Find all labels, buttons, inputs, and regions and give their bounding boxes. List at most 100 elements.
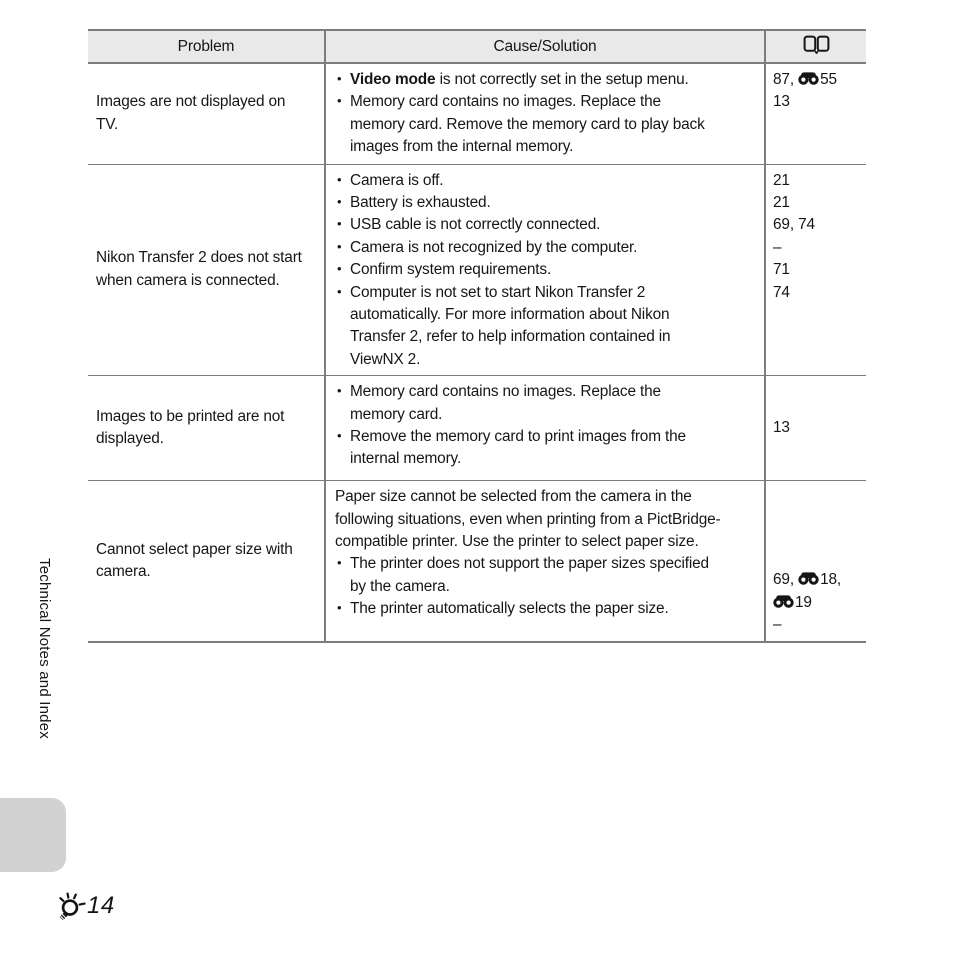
bullet-icon xyxy=(335,381,350,426)
bullet-text: The printer does not support the paper s… xyxy=(350,553,712,598)
text: 18, xyxy=(820,571,842,589)
page-ref-line: 21 xyxy=(773,192,863,214)
text: 21 xyxy=(773,171,790,189)
col-header-cause-solution: Cause/Solution xyxy=(324,29,765,64)
table-row: Cannot select paper size with camera. Pap… xyxy=(88,480,866,643)
page-ref-line: 69, 18, xyxy=(773,569,863,591)
bullet-text: The printer automatically selects the pa… xyxy=(350,598,669,620)
e-ref-icon xyxy=(798,71,820,88)
bullet-text: Camera is not recognized by the computer… xyxy=(350,237,637,259)
page-ref-line: 69, 74 xyxy=(773,214,863,236)
bullet-item: Computer is not set to start Nikon Trans… xyxy=(335,282,758,372)
text: USB cable is not correctly connected. xyxy=(350,216,601,234)
troubleshooting-table: Problem Cause/Solution Images are not di… xyxy=(88,29,866,643)
bullet-icon xyxy=(335,69,350,91)
page-ref-line: 13 xyxy=(773,417,863,439)
bullet-icon xyxy=(335,91,350,158)
text: Battery is exhausted. xyxy=(350,193,491,211)
text: 69, 74 xyxy=(773,216,815,234)
section-tab xyxy=(0,798,66,872)
table-row: Images to be printed are not displayed. M… xyxy=(88,375,866,482)
text: is not correctly set in the setup menu. xyxy=(435,71,689,88)
page-ref-line: – xyxy=(773,237,863,259)
problem-text: Images are not displayed on TV. xyxy=(96,93,286,133)
text: 13 xyxy=(773,419,790,437)
text: 13 xyxy=(773,93,790,111)
problem-cell: Cannot select paper size with camera. xyxy=(88,480,325,643)
cause-solution-cell: Memory card contains no images. Replace … xyxy=(324,375,765,482)
bullet-text: Computer is not set to start Nikon Trans… xyxy=(350,282,712,372)
text: The printer does not support the paper s… xyxy=(350,555,709,595)
text: Memory card contains no images. Replace … xyxy=(350,93,705,156)
table-row: Images are not displayed on TV. Video mod… xyxy=(88,63,866,165)
bullet-item: Remove the memory card to print images f… xyxy=(335,426,758,471)
bullet-icon xyxy=(335,426,350,471)
text: Paper size cannot be selected from the c… xyxy=(335,488,721,550)
text: The printer automatically selects the pa… xyxy=(350,600,669,618)
page-ref-line: 13 xyxy=(773,91,863,113)
table-row: Nikon Transfer 2 does not start when cam… xyxy=(88,164,866,377)
text: 71 xyxy=(773,261,790,279)
bullet-item: The printer does not support the paper s… xyxy=(335,553,758,598)
bullet-icon xyxy=(335,237,350,259)
page-ref-line: 21 xyxy=(773,170,863,192)
text: Memory card contains no images. Replace … xyxy=(350,383,661,423)
page-ref-cell: 21 21 69, 74 – 71 74 xyxy=(764,164,866,377)
page-ref-line: 87, 55 xyxy=(773,69,863,91)
text: 19 xyxy=(795,593,812,611)
bullet-text: Video mode is not correctly set in the s… xyxy=(350,69,689,91)
bullet-text: Memory card contains no images. Replace … xyxy=(350,381,712,426)
paragraph-text: Paper size cannot be selected from the c… xyxy=(335,486,727,553)
problem-cell: Images are not displayed on TV. xyxy=(88,63,325,165)
text: 21 xyxy=(773,193,790,211)
problem-text: Nikon Transfer 2 does not start when cam… xyxy=(96,249,302,289)
bullet-icon xyxy=(335,170,350,192)
bullet-icon xyxy=(335,259,350,281)
problem-cell: Nikon Transfer 2 does not start when cam… xyxy=(88,164,325,377)
cause-solution-cell: Video mode is not correctly set in the s… xyxy=(324,63,765,165)
table-body: Images are not displayed on TV. Video mod… xyxy=(88,63,866,643)
page-ref-line: 74 xyxy=(773,282,863,304)
bullet-icon xyxy=(335,598,350,620)
e-ref-icon xyxy=(773,594,795,611)
bullet-icon xyxy=(335,282,350,372)
bullet-text: Battery is exhausted. xyxy=(350,192,491,214)
bullet-item: Memory card contains no images. Replace … xyxy=(335,381,758,426)
bullet-icon xyxy=(335,553,350,598)
bold-text: Video mode xyxy=(350,71,436,88)
bullet-text: Memory card contains no images. Replace … xyxy=(350,91,712,158)
page-ref-cell: 13 xyxy=(764,375,866,482)
col-header-page-ref xyxy=(764,29,866,64)
text: – xyxy=(773,238,782,256)
bullet-text: Remove the memory card to print images f… xyxy=(350,426,712,471)
cause-solution-cell: Paper size cannot be selected from the c… xyxy=(324,480,765,643)
table-header-row: Problem Cause/Solution xyxy=(88,29,866,64)
bullet-item: Video mode is not correctly set in the s… xyxy=(335,69,758,91)
bullet-item: The printer automatically selects the pa… xyxy=(335,598,758,620)
problem-cell: Images to be printed are not displayed. xyxy=(88,375,325,482)
bullet-item: Camera is not recognized by the computer… xyxy=(335,237,758,259)
bullet-text: Confirm system requirements. xyxy=(350,259,551,281)
page-ref-line: – xyxy=(773,614,863,636)
text: Confirm system requirements. xyxy=(350,261,552,279)
page-ref-line: 19 xyxy=(773,592,863,614)
cause-solution-cell: Camera is off. Battery is exhausted. USB c… xyxy=(324,164,765,377)
bullet-icon xyxy=(335,214,350,236)
page-ref-cell: 69, 18, 19 – xyxy=(764,480,866,643)
problem-text: Images to be printed are not displayed. xyxy=(96,407,285,448)
bullet-item: Camera is off. xyxy=(335,170,758,192)
bullet-item: Confirm system requirements. xyxy=(335,259,758,281)
text: Remove the memory card to print images f… xyxy=(350,427,686,468)
bullet-text: Camera is off. xyxy=(350,170,444,192)
col-header-problem: Problem xyxy=(88,29,325,64)
page-ref-cell: 87, 55 13 xyxy=(764,63,866,165)
bullet-item: Battery is exhausted. xyxy=(335,192,758,214)
page-number-text: 14 xyxy=(87,892,115,919)
text: Camera is off. xyxy=(350,171,444,189)
page-number: 14 xyxy=(54,889,115,923)
text: 74 xyxy=(773,283,790,301)
text: Camera is not recognized by the computer… xyxy=(350,238,638,256)
book-icon xyxy=(803,35,830,55)
text: Computer is not set to start Nikon Trans… xyxy=(350,283,671,368)
